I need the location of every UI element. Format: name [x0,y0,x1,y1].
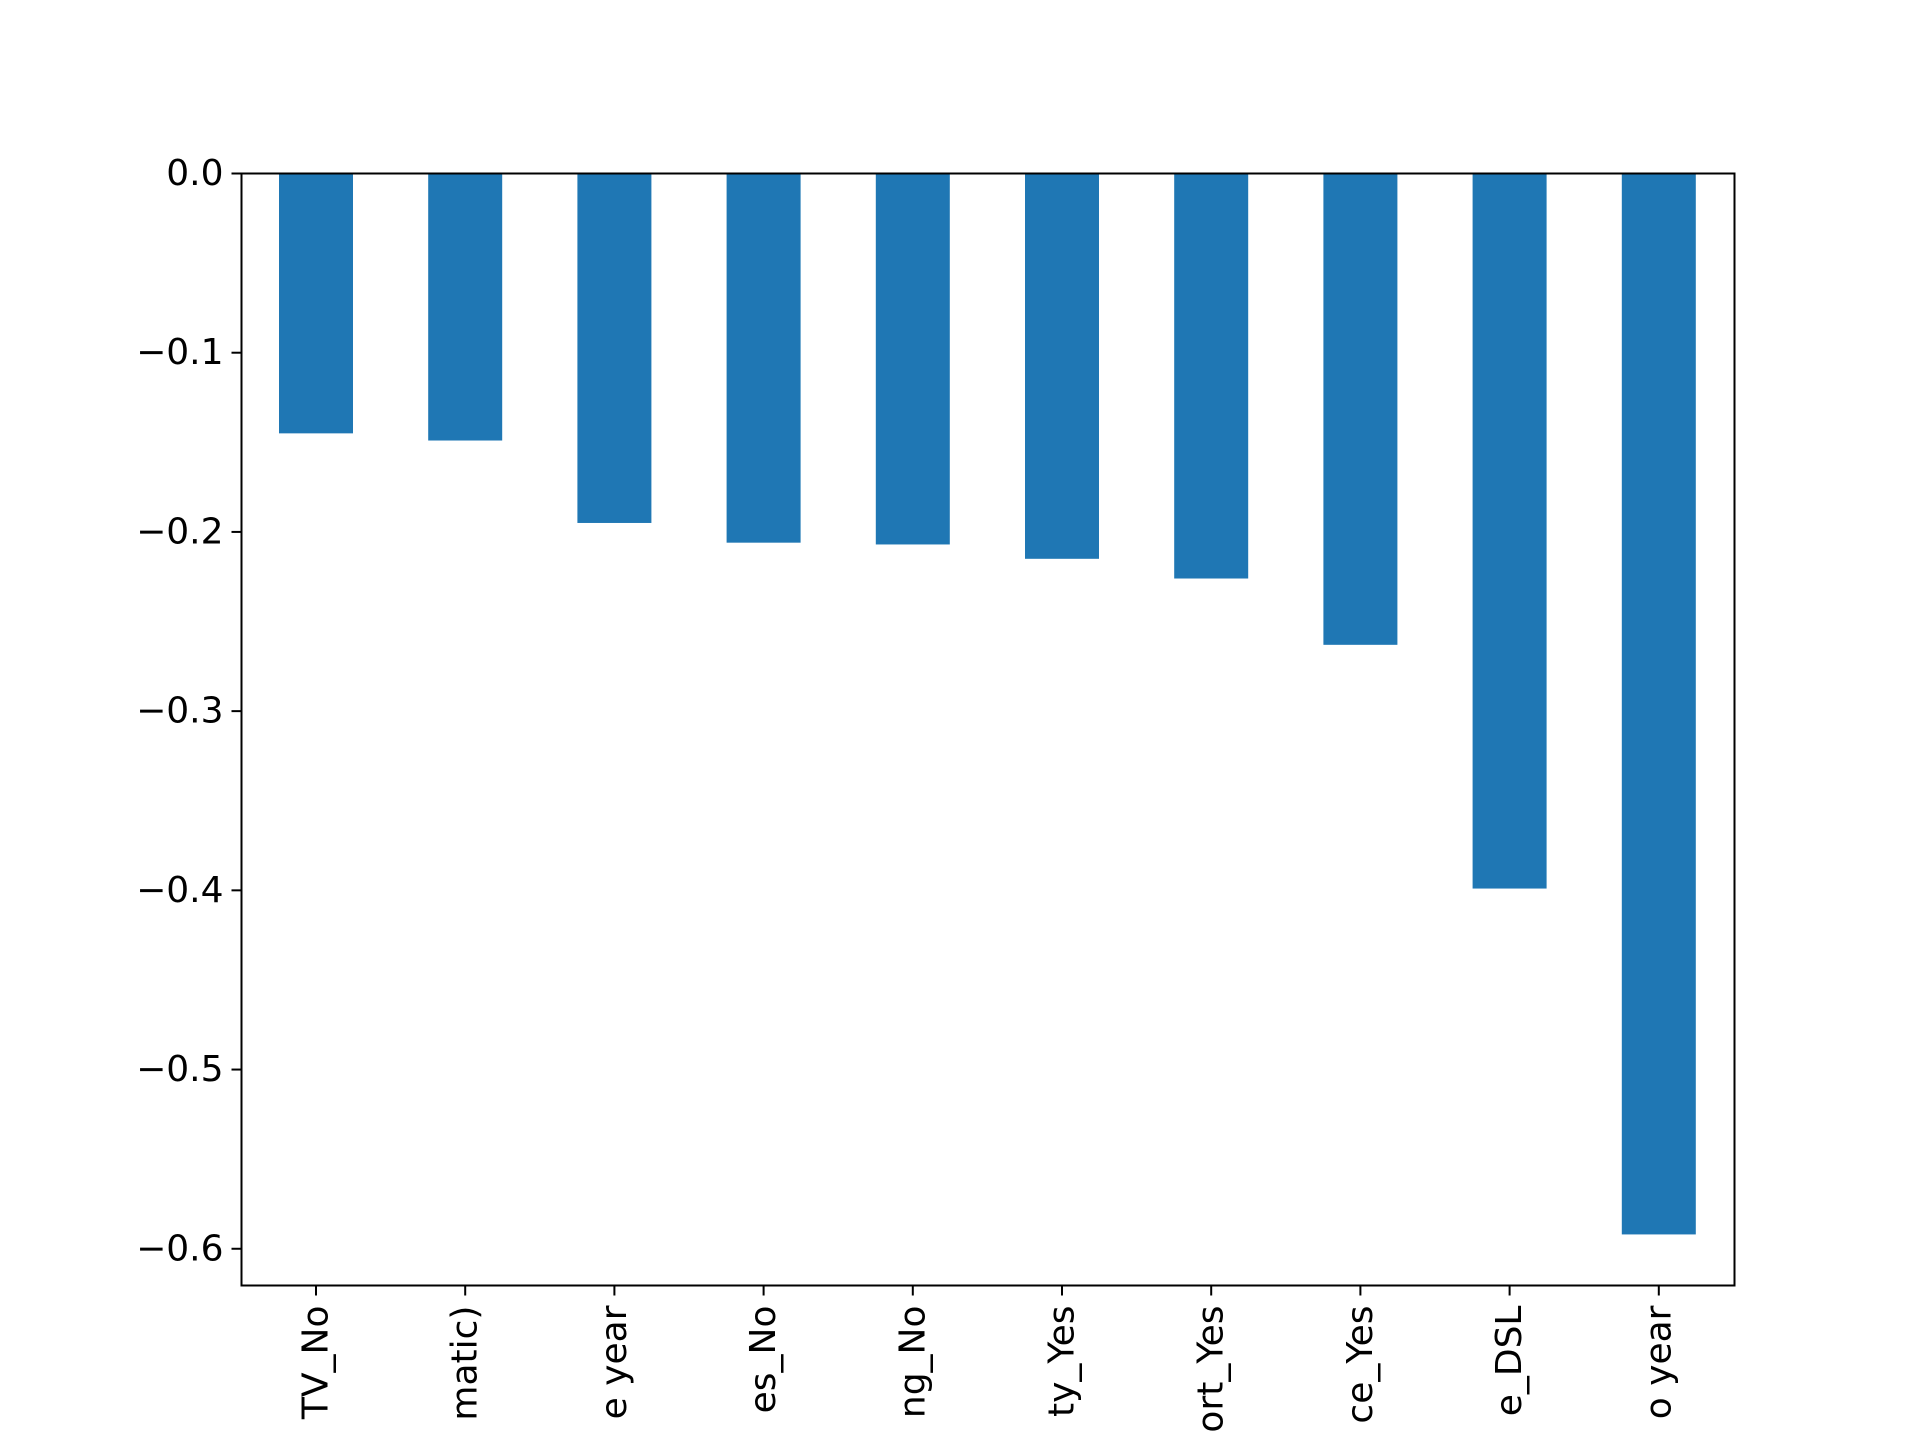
axes-frame [240,172,1736,1287]
x-tick-label-2: e year [594,1305,635,1419]
y-tick-label-3: −0.3 [136,691,223,732]
bar-0 [279,173,353,434]
bar-4 [875,173,950,545]
bar-1 [428,173,503,441]
bar-5 [1025,173,1099,559]
x-tick-label-9: o year [1638,1305,1679,1419]
y-axis: 0.0 −0.1 −0.2 −0.3 −0.4 −0.5 −0.6 [136,153,242,1269]
y-tick-label-6: −0.6 [136,1228,223,1269]
y-tick-label-0: 0.0 [166,153,223,194]
bar-3 [726,173,801,543]
y-tick-label-2: −0.2 [136,511,223,552]
bars-group [279,173,1696,1235]
bar-7 [1323,173,1398,645]
x-tick-label-1: matic) [445,1306,486,1421]
x-tick-label-5: ty_Yes [1042,1306,1083,1418]
bar-6 [1174,173,1249,579]
x-tick-label-7: ce_Yes [1340,1306,1381,1424]
x-tick-label-4: ng_No [892,1306,933,1419]
bar-9 [1621,173,1696,1235]
x-tick-label-8: e_DSL [1489,1306,1530,1417]
bar-2 [577,173,652,523]
x-tick-label-0: TV_No [296,1306,337,1421]
y-tick-label-4: −0.4 [136,870,223,911]
x-tick-label-6: ort_Yes [1191,1306,1232,1433]
x-axis: TV_No matic) e year es_No ng_No ty_Yes ort_Yes… [296,1285,1679,1433]
bar-8 [1472,173,1547,889]
x-tick-label-3: es_No [743,1306,784,1414]
y-tick-label-5: −0.5 [136,1049,223,1090]
y-tick-label-1: −0.1 [136,332,223,373]
